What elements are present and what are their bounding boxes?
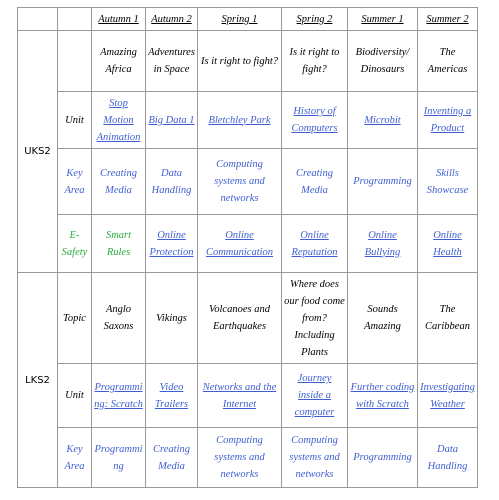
cell: Computing systems and networks [281, 427, 348, 488]
table-body: Autumn 1 Autumn 2 Spring 1 Spring 2 Summer 1… [17, 7, 478, 488]
column-header: Autumn 2 [145, 7, 198, 31]
cell: Further coding with Scratch [347, 363, 418, 428]
cell: Data Handling [417, 427, 478, 488]
cell: Skills Showcase [417, 148, 478, 215]
cell: Big Data 1 [145, 91, 198, 149]
cell: Is it right to fight? [281, 30, 348, 92]
column-header: Spring 2 [281, 7, 348, 31]
table-row: E-Safety Smart Rules Online Protection Onli… [18, 214, 478, 273]
cell: Creating Media [91, 148, 146, 215]
cell: History of Computers [281, 91, 348, 149]
cell: The Americas [417, 30, 478, 92]
row-label: Topic [57, 272, 92, 364]
cell: Programming [347, 148, 418, 215]
cell: Programming: Scratch [91, 363, 146, 428]
table-row: LKS2 Topic Anglo Saxons Vikings Volcanoes an… [17, 272, 478, 488]
cell: Anglo Saxons [91, 272, 146, 364]
row-label: Key Area [57, 148, 92, 215]
cell: Investigating Weather [417, 363, 478, 428]
column-header: Autumn 1 [91, 7, 146, 31]
column-header: Spring 1 [197, 7, 282, 31]
row-label: Key Area [57, 427, 92, 488]
table-row: Key Area Programming Creating Media Computi… [18, 427, 478, 488]
section-label: UKS2 [17, 30, 58, 273]
cell: Creating Media [145, 427, 198, 488]
cell: Video Trailers [145, 363, 198, 428]
row-label-empty [57, 30, 92, 92]
cell: Online Health [417, 214, 478, 273]
cell: Journey inside a computer [281, 363, 348, 428]
corner-cell [17, 7, 58, 31]
cell: Networks and the Internet [197, 363, 282, 428]
header-row: Autumn 1 Autumn 2 Spring 1 Spring 2 Summer 1… [17, 7, 478, 31]
table-row: Unit Programming: Scratch Video Trailers Ne… [18, 363, 478, 428]
cell: Where does our food come from? Including… [281, 272, 348, 364]
corner-cell [57, 7, 92, 31]
cell: Data Handling [145, 148, 198, 215]
table-row: Key Area Creating Media Data Handling Compu… [18, 148, 478, 215]
cell: Programming [91, 427, 146, 488]
column-header: Summer 1 [347, 7, 418, 31]
cell: Computing systems and networks [197, 148, 282, 215]
cell: Online Communication [197, 214, 282, 273]
cell: Microbit [347, 91, 418, 149]
table-row: Unit Stop Motion Animation Big Data 1 Bletc… [18, 91, 478, 149]
cell: Is it right to fight? [197, 30, 282, 92]
row-label: Unit [57, 91, 92, 149]
row-label: E-Safety [57, 214, 92, 273]
cell: Computing systems and networks [197, 427, 282, 488]
cell: Vikings [145, 272, 198, 364]
cell: Bletchley Park [197, 91, 282, 149]
row-label: Unit [57, 363, 92, 428]
cell: Online Protection [145, 214, 198, 273]
cell: Creating Media [281, 148, 348, 215]
cell: Biodiversity/ Dinosaurs [347, 30, 418, 92]
cell: Inventing a Product [417, 91, 478, 149]
table-row: UKS2 Amazing Africa Adventures in Space Is … [17, 30, 478, 273]
cell: Sounds Amazing [347, 272, 418, 364]
column-header: Summer 2 [417, 7, 478, 31]
cell: Adventures in Space [145, 30, 198, 92]
cell: Programming [347, 427, 418, 488]
cell: Stop Motion Animation [91, 91, 146, 149]
cell: Volcanoes and Earthquakes [197, 272, 282, 364]
curriculum-table: Autumn 1 Autumn 2 Spring 1 Spring 2 Summer 1… [17, 7, 478, 488]
cell: Online Bullying [347, 214, 418, 273]
cell: Amazing Africa [91, 30, 146, 92]
cell: Smart Rules [91, 214, 146, 273]
cell: Online Reputation [281, 214, 348, 273]
section-label: LKS2 [17, 272, 58, 488]
cell: The Caribbean [417, 272, 478, 364]
